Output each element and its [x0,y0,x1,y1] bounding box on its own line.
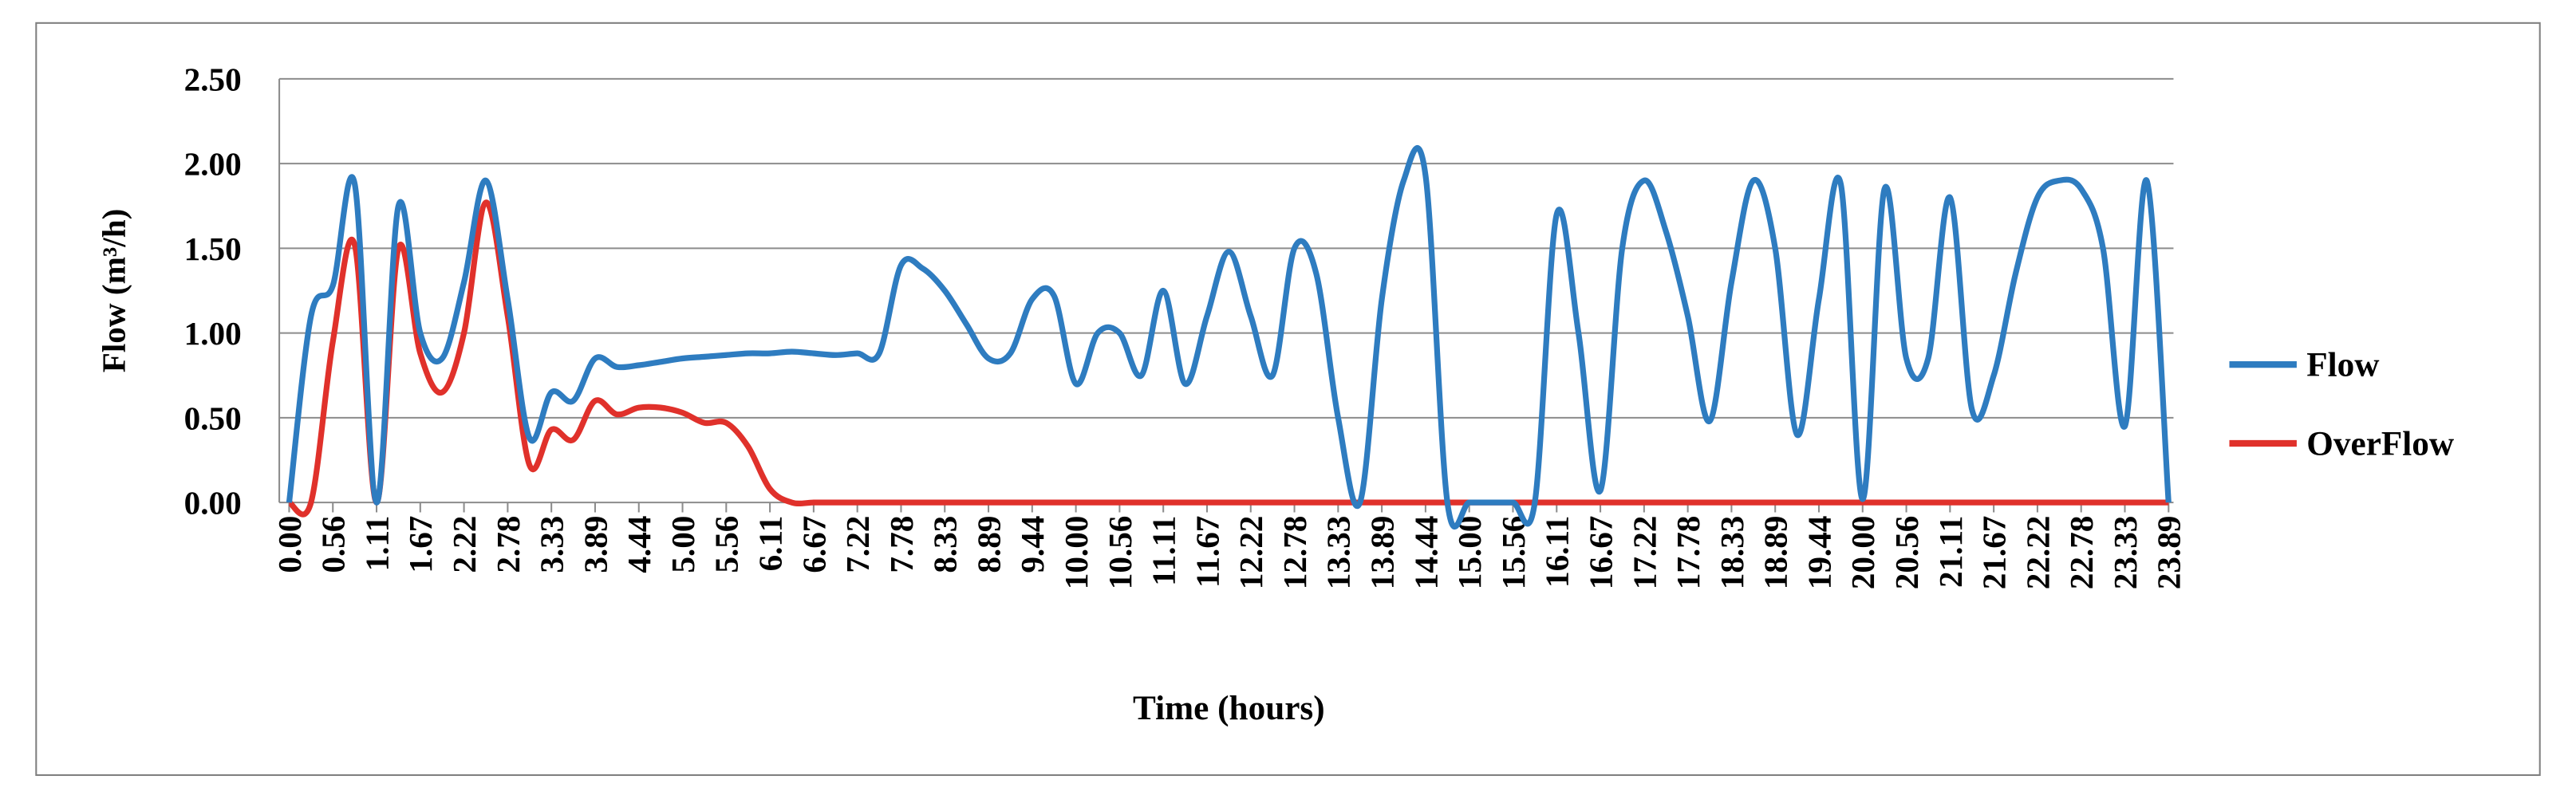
x-tick-label: 6.11 [752,516,789,572]
x-tick-label: 8.33 [927,516,964,573]
x-tick-label: 17.22 [1626,516,1663,590]
x-tick-label: 8.89 [970,516,1007,573]
x-tick-label: 23.89 [2151,516,2187,590]
x-tick-label: 11.11 [1146,516,1182,586]
x-tick-label: 11.67 [1189,516,1225,588]
x-tick-label: 0.00 [271,516,308,573]
x-tick-label: 7.22 [839,516,876,573]
x-tick-label: 16.11 [1539,516,1576,588]
x-tick-label: 7.78 [883,516,920,573]
legend-label: Flow [2306,346,2379,384]
y-tick-label: 0.00 [184,485,242,522]
x-tick-label: 3.33 [534,516,570,573]
x-axis-title: Time (hours) [1133,689,1325,727]
x-tick-label: 14.44 [1407,516,1444,590]
x-tick-label: 21.11 [1932,516,1969,588]
y-tick-label: 2.00 [184,146,242,183]
x-tick-label: 5.00 [665,516,701,573]
y-axis-title: Flow (m³/h) [96,209,133,373]
x-tick-label: 2.78 [490,516,527,573]
x-tick-label: 6.67 [795,516,832,573]
x-tick-label: 2.22 [446,516,483,573]
x-tick-label: 12.22 [1233,516,1269,590]
chart-border [35,22,2541,777]
x-tick-label: 0.56 [315,516,352,573]
x-tick-label: 18.33 [1714,516,1750,590]
x-tick-label: 18.89 [1757,516,1794,590]
x-tick-label: 17.78 [1670,516,1706,590]
x-tick-label: 3.89 [577,516,613,573]
x-tick-label: 20.56 [1888,516,1925,590]
y-tick-label: 1.50 [184,230,242,267]
y-tick-label: 2.50 [184,61,242,97]
x-tick-label: 23.33 [2107,516,2144,590]
x-tick-label: 10.00 [1058,516,1095,590]
x-tick-label: 13.89 [1364,516,1401,590]
x-tick-label: 4.44 [621,516,657,573]
x-tick-label: 16.67 [1582,516,1619,590]
x-tick-label: 21.67 [1976,516,2013,590]
x-tick-label: 12.78 [1276,516,1313,590]
x-tick-label: 5.56 [708,516,745,573]
legend-label: OverFlow [2306,424,2454,463]
x-tick-label: 9.44 [1014,516,1051,573]
x-tick-label: 22.22 [2019,516,2056,590]
x-tick-label: 13.33 [1320,516,1357,590]
x-tick-label: 1.67 [402,516,439,573]
x-tick-label: 1.11 [358,516,395,572]
x-tick-label: 15.56 [1495,516,1532,590]
x-tick-label: 19.44 [1801,516,1837,590]
series-line [286,145,2172,529]
y-tick-label: 0.50 [184,400,242,436]
x-tick-label: 10.56 [1102,516,1138,590]
x-tick-label: 22.78 [2063,516,2100,590]
y-tick-label: 1.00 [184,315,242,352]
x-tick-label: 20.00 [1844,516,1881,590]
